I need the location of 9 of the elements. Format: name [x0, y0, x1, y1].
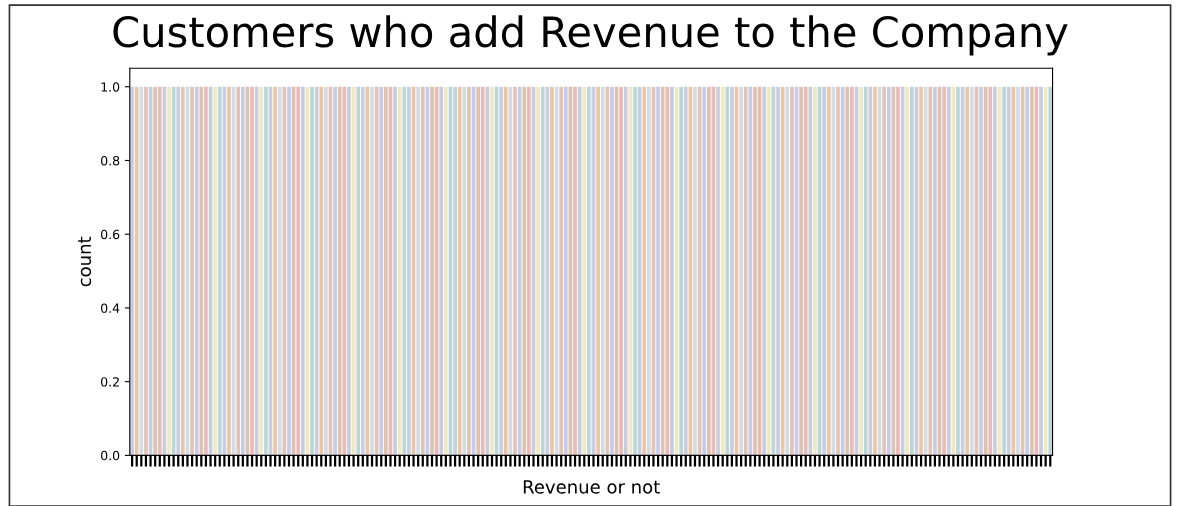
chart-title: Customers who add Revenue to the Company [113, 15, 1068, 56]
y-tick-label: 0.2 [101, 377, 119, 387]
y-tick-label: 0.0 [101, 450, 120, 461]
y-tick-label: 1.0 [101, 82, 120, 92]
y-tick-label: 0.6 [101, 229, 120, 240]
y-tick-label: 0.8 [101, 155, 120, 166]
y-axis-title: count [78, 236, 92, 287]
y-tick-label: 0.4 [101, 303, 120, 313]
x-axis-title: Revenue or not [523, 480, 660, 494]
